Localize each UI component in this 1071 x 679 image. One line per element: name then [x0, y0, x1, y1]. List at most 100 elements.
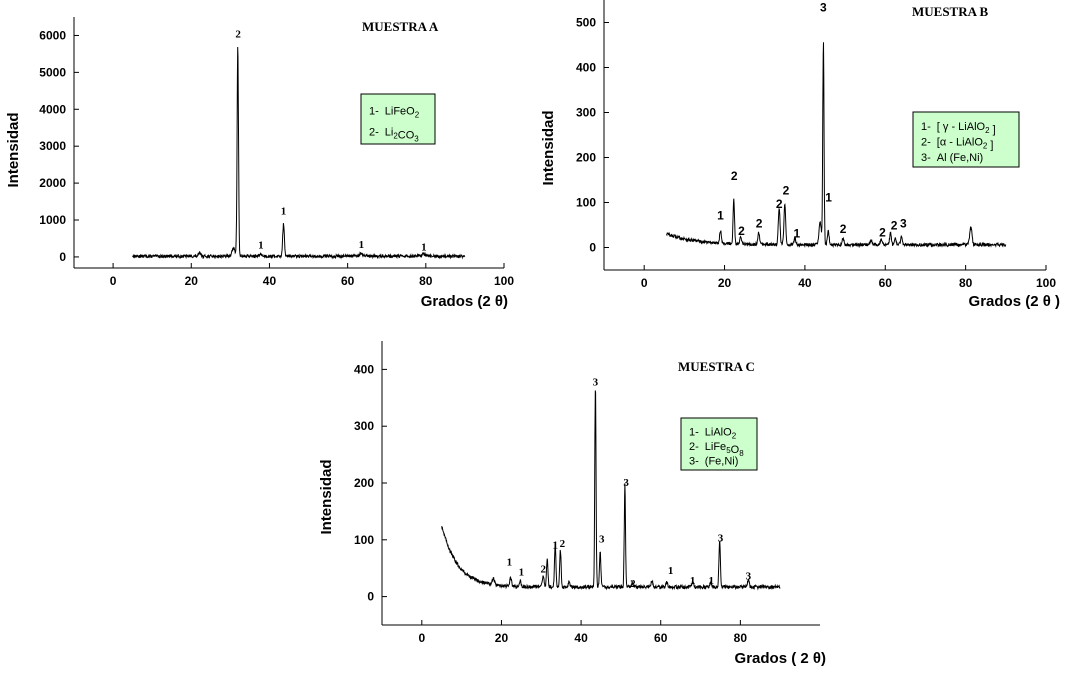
- legend-subscript: 3: [414, 135, 419, 144]
- x-axis-label: Grados ( 2 θ): [735, 650, 826, 667]
- peak-label: 1: [552, 539, 558, 551]
- x-tick-label: 0: [641, 276, 648, 290]
- chart-title: MUESTRA B: [912, 4, 989, 19]
- legend-entry-number: 3-: [921, 152, 931, 164]
- legend-entry-number: 2-: [689, 441, 699, 453]
- peak-label: 3: [623, 477, 629, 489]
- y-tick-label: 0: [59, 250, 66, 264]
- y-tick-label: 400: [576, 61, 596, 75]
- peak-label: 1: [690, 575, 696, 587]
- peak-label: 1: [507, 556, 513, 568]
- y-tick-label: 1000: [39, 213, 66, 227]
- legend-entry: 1- LiAlO2: [689, 426, 737, 440]
- legend-formula: ]: [987, 140, 993, 152]
- peak-label: 3: [900, 216, 907, 230]
- chart-muestra-a: 0 1000 2000 3000 4000 5000 6000 0 20 40 60 80 100 Int…: [5, 17, 514, 310]
- legend-entry-number: 1-: [921, 121, 931, 133]
- peak-label: 2: [776, 197, 783, 211]
- x-tick-label: 40: [574, 631, 588, 645]
- legend-entry: 1- [ γ - LiAlO2 ]: [921, 121, 996, 136]
- legend-subscript: 2: [983, 142, 988, 151]
- x-axis-label: Grados (2 θ ): [969, 293, 1060, 310]
- y-tick-label: 2000: [39, 176, 66, 190]
- chart-muestra-c: 0 100 200 300 400 0 20 40 60 80 Intensidad Grados (…: [318, 341, 826, 667]
- legend-subscript: 8: [739, 449, 744, 458]
- peak-label: 2: [235, 28, 241, 40]
- legend-formula: ]: [990, 124, 996, 136]
- x-tick-label: 0: [110, 274, 117, 288]
- x-tick-label: 60: [879, 276, 893, 290]
- peak-label: 3: [820, 0, 827, 14]
- x-tick-label: 0: [418, 631, 425, 645]
- peak-label: 3: [718, 533, 724, 545]
- y-tick-label: 0: [589, 241, 596, 255]
- peak-label: 1: [281, 205, 287, 217]
- legend-entry: 2- Li2CO3: [369, 127, 419, 144]
- y-tick-label: 6000: [39, 28, 66, 42]
- peak-label: 1: [519, 567, 525, 579]
- x-tick-label: 40: [798, 276, 812, 290]
- y-tick-label: 100: [354, 533, 374, 547]
- chart-title: MUESTRA C: [678, 359, 755, 374]
- legend-box: 1- LiAlO2 2- LiFe5O8 3- (Fe,Ni): [680, 417, 758, 471]
- legend-box: 1- LiFeO2 2- Li 2 CO3: [360, 93, 436, 145]
- legend-background: [912, 111, 1020, 168]
- legend-entry-number: 1-: [369, 106, 379, 118]
- legend-formula: LiFe: [705, 441, 726, 453]
- x-tick-label: 20: [495, 631, 509, 645]
- peak-label: 1: [668, 565, 674, 577]
- legend-entry-number: 1-: [689, 426, 699, 438]
- y-tick-label: 300: [576, 106, 596, 120]
- legend-formula: O: [731, 444, 740, 456]
- legend-formula: (Fe,Ni): [705, 456, 739, 468]
- x-tick-label: 100: [494, 274, 514, 288]
- legend-formula: CO: [398, 130, 415, 142]
- legend-subscript: 2: [732, 431, 737, 440]
- legend-entry: 3- Al (Fe,Ni): [921, 152, 983, 164]
- peak-label: 2: [731, 169, 738, 183]
- x-tick-label: 20: [718, 276, 732, 290]
- y-axis-label: Intensidad: [318, 459, 335, 534]
- legend-entry-number: 2-: [369, 127, 379, 139]
- legend-formula: [ γ - LiAlO: [937, 121, 986, 133]
- x-tick-label: 100: [1036, 276, 1056, 290]
- legend-formula: Li: [385, 127, 394, 139]
- y-tick-label: 200: [354, 476, 374, 490]
- legend-entry: 3- (Fe,Ni): [689, 456, 738, 468]
- peak-label: 3: [599, 534, 605, 546]
- x-tick-label: 60: [341, 274, 355, 288]
- peak-label: 2: [756, 216, 763, 230]
- legend-entry-number: 3-: [689, 456, 699, 468]
- legend-entry: 2- LiFe5O8: [689, 441, 744, 458]
- legend-formula: LiAlO: [705, 426, 732, 438]
- legend-subscript: 2: [985, 126, 990, 135]
- peak-label: 3: [593, 376, 599, 388]
- diffraction-trace: [666, 42, 1007, 249]
- peak-label: 1: [359, 239, 365, 251]
- y-tick-label: 100: [576, 196, 596, 210]
- legend-entry: 1- LiFeO2: [369, 106, 420, 120]
- peak-label: 2: [541, 564, 547, 576]
- peak-label: 1: [794, 227, 801, 241]
- x-tick-label: 60: [654, 631, 668, 645]
- y-tick-label: 400: [354, 362, 374, 376]
- legend-subscript: 2: [415, 111, 420, 120]
- x-tick-label: 20: [185, 274, 199, 288]
- peak-label: 2: [783, 183, 790, 197]
- peak-label: 2: [879, 225, 886, 239]
- legend-entry: 2- [α - LiAlO2 ]: [921, 137, 993, 152]
- peak-label: 2: [840, 222, 847, 236]
- peak-label: 1: [421, 242, 427, 254]
- x-axis-label: Grados (2 θ): [421, 293, 508, 310]
- peak-label: 2: [738, 224, 745, 238]
- legend-subscript: 5: [726, 446, 731, 455]
- legend-formula: LiFeO: [385, 106, 415, 118]
- y-tick-label: 200: [576, 151, 596, 165]
- chart-title: MUESTRA A: [362, 19, 439, 34]
- chart-muestra-b: 0 100 200 300 400 500 0 20 40 60 80 100 Intensidad Gr…: [540, 0, 1060, 310]
- peak-label: 1: [709, 575, 715, 587]
- x-tick-label: 80: [419, 274, 433, 288]
- y-tick-label: 3000: [39, 139, 66, 153]
- legend-box: 1-[ γ - LiAlO2 ]2- [α - LiAlO2 ]3- Al (Fe,…: [912, 111, 1020, 168]
